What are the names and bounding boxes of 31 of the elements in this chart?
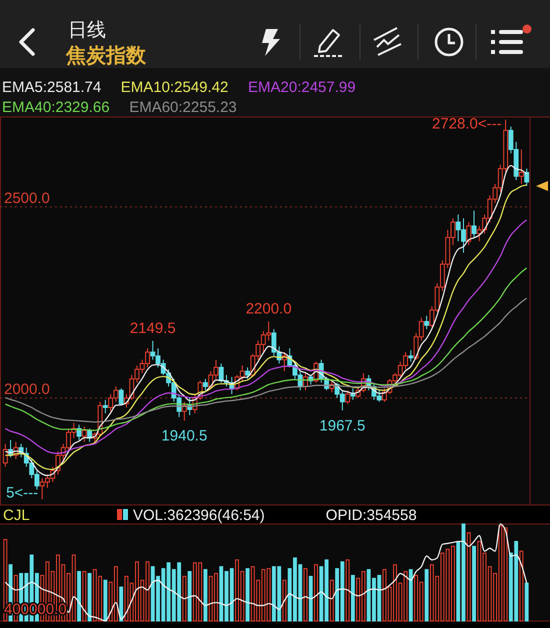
chart-title: CJL: [3, 507, 30, 524]
annotation: 5<---: [6, 484, 38, 502]
bar: [472, 546, 476, 622]
bar: [350, 574, 355, 622]
text: EMA10:2549.42: [120, 79, 228, 96]
annotation: 400000.0: [4, 601, 67, 618]
text: OPID:354558: [326, 507, 417, 524]
bar: [408, 569, 413, 622]
y-tick-label: 2500.0: [4, 190, 50, 207]
annotation: 2149.5: [130, 320, 176, 337]
bar: [88, 572, 92, 622]
annotation: 2728.0<---: [432, 116, 502, 133]
bar: [119, 586, 124, 622]
chart-subtitle: 焦炭指数: [65, 45, 147, 67]
text: EMA40:2329.66: [2, 99, 110, 116]
bar: [188, 571, 192, 622]
bar: [77, 571, 81, 622]
y-tick-label: 2000.0: [4, 380, 50, 398]
text: EMA60:2255.23: [129, 99, 237, 116]
legend-label: VOL:362396(46:54): [133, 507, 265, 524]
annotation: 1940.5: [161, 428, 208, 445]
annotation: 2200.0: [246, 300, 292, 318]
text: EMA20:2457.99: [248, 79, 356, 96]
bar: [524, 582, 529, 622]
chart-title: 日线: [68, 20, 106, 41]
bar: [203, 569, 208, 622]
bar: [103, 580, 108, 622]
annotation: 1967.5: [319, 417, 366, 434]
bar: [246, 568, 250, 622]
bar: [424, 569, 429, 622]
text: EMA5:2581.74: [2, 79, 102, 96]
